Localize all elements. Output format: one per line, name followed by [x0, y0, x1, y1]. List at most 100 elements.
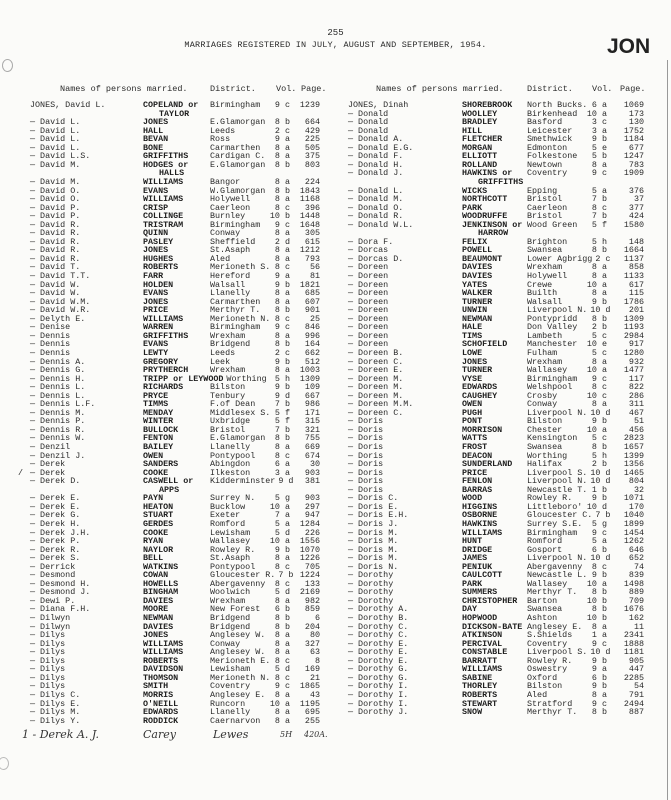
entry-district: Anglesey E. — [210, 689, 266, 700]
entry-name: — Dilys C. — [30, 689, 81, 700]
entry-district: Folkestone — [527, 151, 578, 162]
entry-spouse-surname: BINGHAM — [143, 587, 179, 598]
entry-name: — Dorothy — [348, 570, 394, 581]
entry-volume: 5 a — [274, 518, 290, 529]
header-vol: Vol. — [276, 84, 297, 94]
entry-page: 148 — [628, 236, 644, 247]
entry-page: 30 — [309, 459, 320, 470]
entry-volume: 7 b — [278, 570, 294, 581]
entry-volume: 1 b — [591, 484, 607, 495]
entry-name: — David R. — [30, 253, 81, 264]
entry-name: — Donald — [348, 108, 389, 119]
entry-name: — Doris M. — [348, 553, 399, 564]
entry-spouse-surname: PARK — [462, 578, 483, 589]
entry-page: 424 — [628, 211, 644, 222]
entry-district: Bilston — [527, 416, 563, 427]
entry-district: Abergavenny — [527, 561, 583, 572]
entry-volume: 5 f — [591, 219, 607, 230]
entry-district: Crewe — [527, 279, 553, 290]
entry-volume: 8 a — [591, 621, 607, 632]
entry-page: 311 — [628, 399, 644, 410]
entry-page: 1477 — [623, 365, 644, 376]
entry-spouse-surname: FROST — [462, 442, 488, 452]
entry-volume: 9 d — [278, 476, 294, 487]
entry-volume: 9 b — [591, 416, 607, 427]
entry-district: Barton — [527, 595, 558, 606]
entry-volume: 8 b — [591, 442, 607, 452]
entry-volume: 8 c — [274, 655, 290, 666]
entry-page: 505 — [304, 142, 320, 153]
header-district: District. — [210, 84, 256, 94]
entry-page: 1181 — [623, 647, 644, 658]
entry-volume: 8 a — [274, 715, 290, 726]
entry-volume: 8 c — [591, 382, 607, 393]
entry-volume: 8 c — [274, 262, 290, 273]
entry-volume: 8 b — [274, 117, 290, 128]
entry-name: — Dorothy E. — [348, 638, 409, 649]
entry-page: 1657 — [623, 442, 644, 452]
entry-name: — Dennis — [30, 347, 71, 358]
entry-page: 54 — [633, 681, 644, 692]
entry-district: Welshpool — [527, 382, 573, 393]
entry-spouse-alt-surname: TAYLOR — [159, 108, 190, 119]
entry-spouse-surname: JONES — [143, 117, 169, 128]
entry-name: — Dorothy G. — [348, 672, 409, 683]
entry-page: 8 — [314, 655, 320, 666]
entry-volume: 9 b — [274, 382, 290, 393]
entry-district: Bangor — [210, 176, 241, 187]
entry-page: 225 — [304, 134, 320, 145]
entry-volume: 9 c — [274, 322, 290, 333]
entry-page: 1448 — [299, 211, 320, 222]
entry-name: — David L. — [30, 142, 81, 153]
entry-volume: 10 b — [269, 211, 290, 222]
entry-district: Bristol — [210, 424, 246, 435]
entry-name: — Donald — [348, 125, 389, 136]
entry-district: F.of Dean — [210, 399, 256, 410]
entry-volume: 2 b — [591, 459, 607, 470]
entry-spouse-surname: VYSE — [462, 373, 483, 384]
entry-page: 1843 — [299, 185, 320, 196]
entry-page: 381 — [304, 476, 320, 487]
entry-name: — Dennis M. — [30, 407, 86, 418]
entry-district: Edmonton — [527, 142, 568, 153]
entry-name: — Dilwyn — [30, 613, 71, 623]
entry-volume: 10 a — [586, 365, 607, 376]
entry-district: Swansea — [527, 442, 563, 452]
entry-page: 1465 — [623, 467, 644, 478]
entry-district: Bristol — [527, 211, 563, 222]
entry-volume: 9 b — [591, 134, 607, 145]
entry-district: Bridgend — [210, 339, 251, 350]
entry-volume: 8 c — [274, 672, 290, 683]
entry-volume: 9 b — [591, 296, 607, 307]
entry-name: — Doreen — [348, 305, 389, 316]
entry-volume: 10 a — [269, 501, 290, 512]
entry-volume: 8 b — [274, 613, 290, 623]
entry-district: Ross — [210, 134, 231, 145]
entry-volume: 9 c — [274, 219, 290, 230]
entry-volume: 2 c — [274, 125, 290, 136]
entry-name: — David M. — [30, 176, 81, 187]
entry-page: 1498 — [623, 578, 644, 589]
entry-spouse-surname: COOKE — [143, 527, 169, 538]
entry-name: — Derek E. — [30, 493, 81, 504]
entry-volume: 9 a — [274, 134, 290, 145]
punch-hole — [2, 59, 13, 72]
entry-name: — David R. — [30, 228, 81, 239]
entry-name: — Doris — [348, 416, 384, 427]
entry-name: — Derek — [30, 459, 66, 470]
entry-volume: 6 a — [591, 100, 607, 110]
entry-volume: 9 c — [591, 527, 607, 538]
entry-district: North Bucks. — [527, 100, 588, 110]
entry-volume: 9 b — [591, 493, 607, 504]
entry-page: 25 — [309, 313, 320, 324]
entry-district: Oswestry — [527, 664, 568, 675]
entry-district: Bilston — [527, 681, 563, 692]
entry-name: — Desmond — [30, 570, 76, 581]
entry-name: — David O. — [30, 185, 81, 196]
entry-spouse-surname: EVANS — [143, 185, 169, 196]
entry-spouse-surname: BARRAS — [462, 484, 493, 495]
entry-page: 109 — [304, 382, 320, 393]
entry-district: W.Glamorgan — [210, 185, 266, 196]
header-page: Page. — [301, 84, 327, 94]
entry-district: Gloucester R. — [210, 570, 276, 581]
